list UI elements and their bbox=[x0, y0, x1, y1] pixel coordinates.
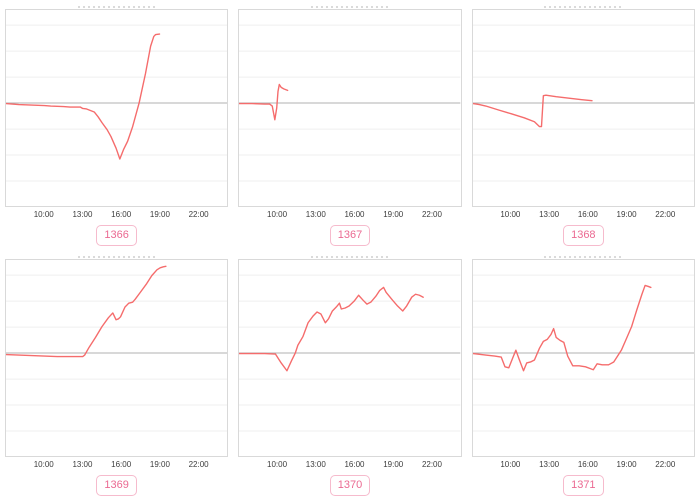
x-tick-label: 22:00 bbox=[188, 460, 209, 469]
chart-id-badge[interactable]: 1367 bbox=[329, 225, 371, 246]
pnl-line-series bbox=[6, 33, 161, 160]
x-tick-label: 16:00 bbox=[577, 210, 598, 219]
line-chart-svg bbox=[6, 24, 228, 182]
clipped-chart-title bbox=[472, 0, 695, 9]
x-tick-label: 10:00 bbox=[500, 460, 521, 469]
clipped-chart-title bbox=[238, 0, 461, 9]
x-tick-label: 19:00 bbox=[383, 460, 404, 469]
line-chart-plot[interactable] bbox=[5, 259, 229, 457]
x-tick-label: 19:00 bbox=[149, 460, 170, 469]
x-tick-label: 10:00 bbox=[33, 460, 54, 469]
clipped-chart-title bbox=[5, 250, 228, 259]
line-chart-svg bbox=[472, 274, 694, 432]
x-tick-label: 10:00 bbox=[267, 210, 288, 219]
clipped-chart-title bbox=[238, 250, 461, 259]
badge-row: 1366 bbox=[5, 225, 228, 246]
badge-row: 1371 bbox=[472, 475, 695, 496]
clipped-chart-title bbox=[472, 250, 695, 259]
clipped-chart-title bbox=[5, 0, 228, 9]
x-axis-ticks: 10:00 13:00 16:00 19:00 22:00 bbox=[472, 458, 695, 471]
chart-id-badge[interactable]: 1370 bbox=[329, 475, 371, 496]
x-axis-ticks: 10:00 13:00 16:00 19:00 22:00 bbox=[238, 458, 461, 471]
line-chart-svg bbox=[239, 274, 461, 432]
line-chart-plot[interactable] bbox=[5, 9, 229, 207]
line-chart-plot[interactable] bbox=[238, 9, 462, 207]
x-tick-label: 10:00 bbox=[500, 210, 521, 219]
x-tick-label: 19:00 bbox=[616, 460, 637, 469]
x-tick-label: 13:00 bbox=[305, 460, 326, 469]
chart-cell: 10:00 13:00 16:00 19:00 22:00 1370 bbox=[233, 250, 466, 500]
x-tick-label: 22:00 bbox=[188, 210, 209, 219]
x-tick-label: 16:00 bbox=[577, 460, 598, 469]
line-chart-plot[interactable] bbox=[238, 259, 462, 457]
x-tick-label: 10:00 bbox=[267, 460, 288, 469]
line-chart-svg bbox=[6, 265, 228, 432]
x-tick-label: 19:00 bbox=[383, 210, 404, 219]
x-axis-ticks: 10:00 13:00 16:00 19:00 22:00 bbox=[5, 458, 228, 471]
badge-row: 1368 bbox=[472, 225, 695, 246]
chart-id-badge[interactable]: 1366 bbox=[96, 225, 137, 246]
pnl-line-series bbox=[472, 284, 652, 372]
x-tick-label: 22:00 bbox=[421, 460, 442, 469]
badge-row: 1369 bbox=[5, 475, 228, 496]
x-tick-label: 16:00 bbox=[344, 460, 365, 469]
x-tick-label: 22:00 bbox=[655, 460, 676, 469]
pnl-line-series bbox=[472, 94, 593, 128]
line-chart-svg bbox=[472, 24, 694, 182]
pnl-line-series bbox=[6, 265, 167, 358]
x-tick-label: 16:00 bbox=[111, 460, 132, 469]
line-chart-plot[interactable] bbox=[471, 9, 695, 207]
x-tick-label: 13:00 bbox=[539, 460, 560, 469]
x-tick-label: 22:00 bbox=[421, 210, 442, 219]
x-axis-ticks: 10:00 13:00 16:00 19:00 22:00 bbox=[238, 208, 461, 221]
x-tick-label: 16:00 bbox=[344, 210, 365, 219]
chart-cell: 10:00 13:00 16:00 19:00 22:00 1366 bbox=[0, 0, 233, 250]
chart-cell: 10:00 13:00 16:00 19:00 22:00 1367 bbox=[233, 0, 466, 250]
chart-cell: 10:00 13:00 16:00 19:00 22:00 1368 bbox=[467, 0, 700, 250]
badge-row: 1367 bbox=[238, 225, 461, 246]
x-tick-label: 13:00 bbox=[539, 210, 560, 219]
x-tick-label: 19:00 bbox=[149, 210, 170, 219]
x-axis-ticks: 10:00 13:00 16:00 19:00 22:00 bbox=[5, 208, 228, 221]
x-axis-ticks: 10:00 13:00 16:00 19:00 22:00 bbox=[472, 208, 695, 221]
x-tick-label: 19:00 bbox=[616, 210, 637, 219]
x-tick-label: 10:00 bbox=[33, 210, 54, 219]
pnl-line-series bbox=[239, 286, 425, 372]
x-tick-label: 16:00 bbox=[111, 210, 132, 219]
x-tick-label: 22:00 bbox=[655, 210, 676, 219]
line-chart-svg bbox=[239, 24, 461, 182]
line-chart-plot[interactable] bbox=[471, 259, 695, 457]
x-tick-label: 13:00 bbox=[72, 460, 93, 469]
chart-id-badge[interactable]: 1371 bbox=[563, 475, 604, 496]
x-tick-label: 13:00 bbox=[72, 210, 93, 219]
pnl-line-series bbox=[239, 83, 289, 121]
chart-id-badge[interactable]: 1368 bbox=[563, 225, 604, 246]
x-tick-label: 13:00 bbox=[305, 210, 326, 219]
badge-row: 1370 bbox=[238, 475, 461, 496]
chart-cell: 10:00 13:00 16:00 19:00 22:00 1371 bbox=[467, 250, 700, 500]
chart-id-badge[interactable]: 1369 bbox=[96, 475, 137, 496]
chart-cell: 10:00 13:00 16:00 19:00 22:00 1369 bbox=[0, 250, 233, 500]
